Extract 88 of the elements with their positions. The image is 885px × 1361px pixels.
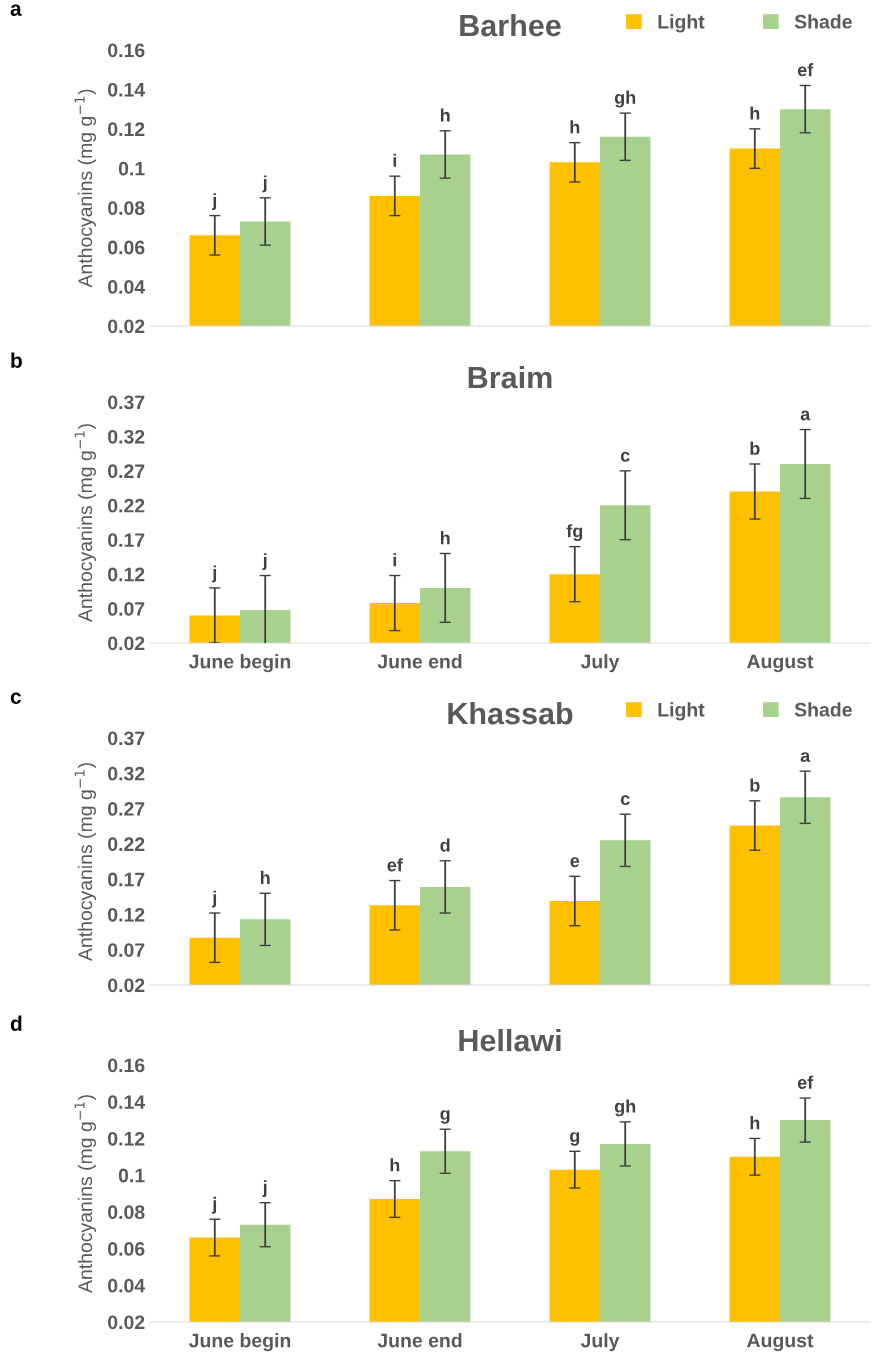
data-label: j xyxy=(262,553,267,570)
y-tick-label: 0.07 xyxy=(108,602,145,616)
data-label: d xyxy=(440,838,450,852)
data-label: gh xyxy=(614,1099,636,1117)
y-tick-label: 0.08 xyxy=(108,1205,145,1220)
y-tick-label: 0.32 xyxy=(108,429,145,444)
data-label: h xyxy=(750,1116,760,1130)
x-tick-label: June end xyxy=(377,1333,462,1348)
y-tick-label: 0.02 xyxy=(108,319,145,334)
y-tick-label: 0.06 xyxy=(108,1242,145,1256)
y-tick-label: 0.02 xyxy=(108,1315,145,1330)
data-label: fg xyxy=(566,524,583,542)
data-label: g xyxy=(440,1110,450,1124)
y-tick-label: 0.16 xyxy=(108,1058,145,1073)
y-tick-label: 0.12 xyxy=(108,1131,145,1146)
data-label: b xyxy=(750,441,760,455)
y-tick-label: 0.37 xyxy=(108,395,145,410)
x-tick-label: July xyxy=(580,1333,620,1352)
y-tick-label: 0.32 xyxy=(108,766,145,781)
data-label: e xyxy=(570,857,580,868)
data-label: j xyxy=(212,565,217,583)
y-tick-label: 0.14 xyxy=(108,82,146,97)
data-label: j xyxy=(212,1196,217,1214)
y-tick-label: 0.12 xyxy=(108,567,145,582)
data-label: i xyxy=(393,553,397,567)
data-label: c xyxy=(620,795,630,806)
y-tick-label: 0.22 xyxy=(108,498,145,513)
x-tick-label: June begin xyxy=(188,1333,291,1352)
y-axis-title: Anthocyanins (mg g$^{−1}$) xyxy=(74,89,97,288)
data-label: b xyxy=(750,778,760,792)
text: d xyxy=(10,1015,22,1031)
y-tick-label: 0.02 xyxy=(108,978,145,993)
data-label: h xyxy=(440,531,450,545)
y-tick-label: 0.37 xyxy=(108,731,145,746)
legend-label: Shade xyxy=(794,14,852,29)
y-axis-title: Anthocyanins (mg g$^{−1}$) xyxy=(74,1095,97,1294)
y-tick-label: 0.17 xyxy=(108,872,145,887)
y-tick-label: 0.27 xyxy=(108,802,145,816)
y-tick-label: 0.27 xyxy=(108,464,145,479)
chart-title: Barhee xyxy=(460,13,561,37)
y-tick-label: 0.06 xyxy=(108,240,145,255)
data-label: h xyxy=(570,120,580,134)
text: c xyxy=(10,692,21,704)
chart-title: Braim xyxy=(468,365,552,389)
data-label: ef xyxy=(797,63,814,77)
data-label: h xyxy=(750,106,760,120)
data-label: j xyxy=(262,175,267,193)
y-tick-label: 0.07 xyxy=(108,943,145,957)
x-tick-label: August xyxy=(747,1333,814,1352)
x-tick-label: July xyxy=(580,654,620,673)
chart-title: Hellawi xyxy=(459,1028,561,1052)
y-tick-label: 0.12 xyxy=(108,122,145,137)
y-tick-label: 0.02 xyxy=(108,636,145,651)
text: b xyxy=(11,352,22,368)
y-tick-label: 0.08 xyxy=(108,201,145,215)
y-tick-label: 0.12 xyxy=(108,907,145,922)
y-axis-title: Anthocyanins (mg g$^{−1}$) xyxy=(74,424,97,623)
y-tick-label: 0.14 xyxy=(108,1095,146,1109)
y-tick-label: 0.17 xyxy=(108,533,145,547)
data-label: ef xyxy=(387,858,403,872)
y-tick-label: 0.16 xyxy=(108,43,145,58)
data-label: c xyxy=(620,451,630,462)
data-label: j xyxy=(262,1180,267,1198)
data-label: a xyxy=(800,410,811,421)
data-label: i xyxy=(393,153,397,167)
data-label: h xyxy=(390,1158,400,1172)
x-tick-label: August xyxy=(747,654,814,673)
data-label: h xyxy=(440,108,450,122)
data-label: j xyxy=(212,193,217,211)
legend-label: Light xyxy=(658,702,705,721)
y-tick-label: 0.1 xyxy=(118,161,145,176)
y-tick-label: 0.22 xyxy=(108,837,145,852)
x-tick-label: June begin xyxy=(188,654,291,673)
data-label: ef xyxy=(797,1075,814,1089)
y-tick-label: 0.04 xyxy=(108,280,146,294)
y-tick-label: 0.1 xyxy=(118,1168,145,1183)
y-tick-label: 0.04 xyxy=(108,1278,146,1293)
data-label: j xyxy=(212,890,217,908)
data-label: gh xyxy=(614,90,636,108)
text: a xyxy=(10,4,22,16)
data-label: g xyxy=(570,1132,580,1146)
chart-title: Khassab xyxy=(448,701,573,725)
legend-label: Light xyxy=(658,14,705,33)
data-label: a xyxy=(800,752,811,763)
legend-label: Shade xyxy=(794,702,852,717)
x-tick-label: June end xyxy=(377,654,462,669)
data-label: h xyxy=(260,870,270,884)
y-axis-title: Anthocyanins (mg g$^{−1}$) xyxy=(74,763,97,962)
